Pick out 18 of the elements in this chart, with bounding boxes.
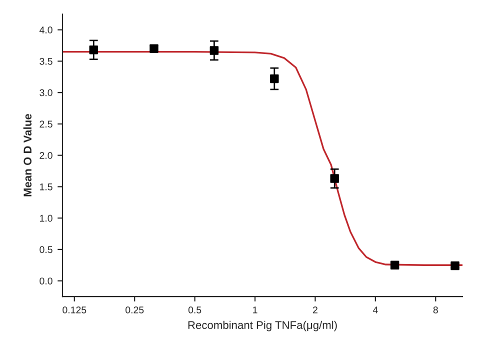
y-tick-label: 3.0 (40, 89, 52, 96)
y-tick-label: 0.0 (40, 278, 52, 284)
y-tick-label: 2.0 (40, 152, 52, 159)
x-tick-label: 8 (433, 306, 438, 314)
y-tick-label: 0.5 (40, 246, 52, 254)
y-tick-label: 3.5 (40, 58, 52, 65)
y-tick-label: 2.5 (40, 120, 52, 128)
y-tick-label: 1.5 (40, 184, 52, 190)
x-tick-label: 0.25 (126, 306, 144, 314)
x-tick-label: 2 (313, 306, 318, 314)
y-tick-label: 4.0 (39, 26, 52, 34)
x-tick-label: 0.125 (62, 306, 86, 314)
y-tick-label: 1.0 (40, 214, 52, 222)
x-tick-label: 0.5 (188, 306, 202, 314)
x-axis-title: Recombinant Pig TNFa(μg/ml) (188, 320, 337, 332)
x-tick-label: 4 (372, 306, 378, 314)
x-tick-label: 1 (253, 306, 258, 314)
y-axis-title: Mean O D Value (23, 114, 32, 196)
